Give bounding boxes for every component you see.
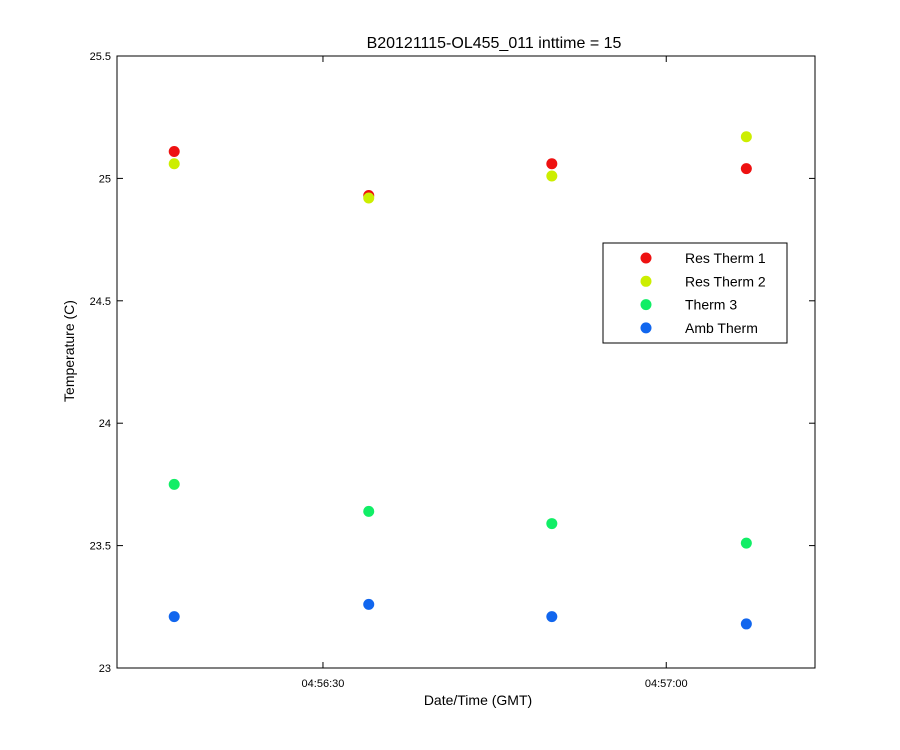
y-tick-label: 23.5	[90, 541, 111, 553]
data-point-series-0	[168, 145, 180, 157]
x-tick-label: 04:57:00	[645, 678, 688, 690]
data-point-series-2	[546, 518, 558, 530]
y-axis-label: Temperature (C)	[61, 300, 77, 402]
legend-box	[602, 242, 788, 344]
legend: Res Therm 1 Res Therm 2 Therm 3 Amb Therm	[602, 242, 788, 344]
legend-marker	[640, 275, 652, 287]
data-point-series-2	[168, 478, 180, 490]
plot-area	[116, 55, 816, 669]
data-point-series-3	[546, 611, 558, 623]
legend-entry-label: Res Therm 1	[685, 250, 766, 266]
data-point-series-3	[740, 618, 752, 630]
legend-marker	[640, 252, 652, 264]
legend-entry-label: Amb Therm	[685, 320, 758, 336]
y-tick-label: 23	[99, 663, 111, 675]
data-point-series-2	[740, 537, 752, 549]
legend-entry-label: Therm 3	[685, 297, 737, 313]
axes-box	[116, 55, 816, 669]
data-point-series-1	[363, 192, 375, 204]
data-point-series-1	[168, 158, 180, 170]
data-point-series-1	[546, 170, 558, 182]
x-axis: 04:56:30 04:57:00	[302, 56, 688, 690]
legend-entry-label: Res Therm 2	[685, 273, 766, 289]
data-point-series-2	[363, 505, 375, 517]
legend-marker	[640, 299, 652, 311]
data-point-series-0	[740, 163, 752, 175]
chart-title: B20121115-OL455_011 inttime = 15	[367, 35, 622, 52]
y-axis: 23 23.5 24 24.5 25 25.5	[90, 51, 815, 675]
y-tick-label: 24.5	[90, 296, 111, 308]
data-point-series-3	[168, 611, 180, 623]
legend-marker	[640, 322, 652, 334]
y-tick-label: 25.5	[90, 51, 111, 63]
y-tick-label: 24	[99, 418, 111, 430]
data-point-series-1	[740, 131, 752, 143]
y-tick-label: 25	[99, 173, 111, 185]
x-tick-label: 04:56:30	[302, 678, 345, 690]
data-point-series-3	[363, 598, 375, 610]
x-axis-label: Date/Time (GMT)	[424, 692, 532, 708]
data-point-series-0	[546, 158, 558, 170]
data-points	[168, 131, 752, 630]
